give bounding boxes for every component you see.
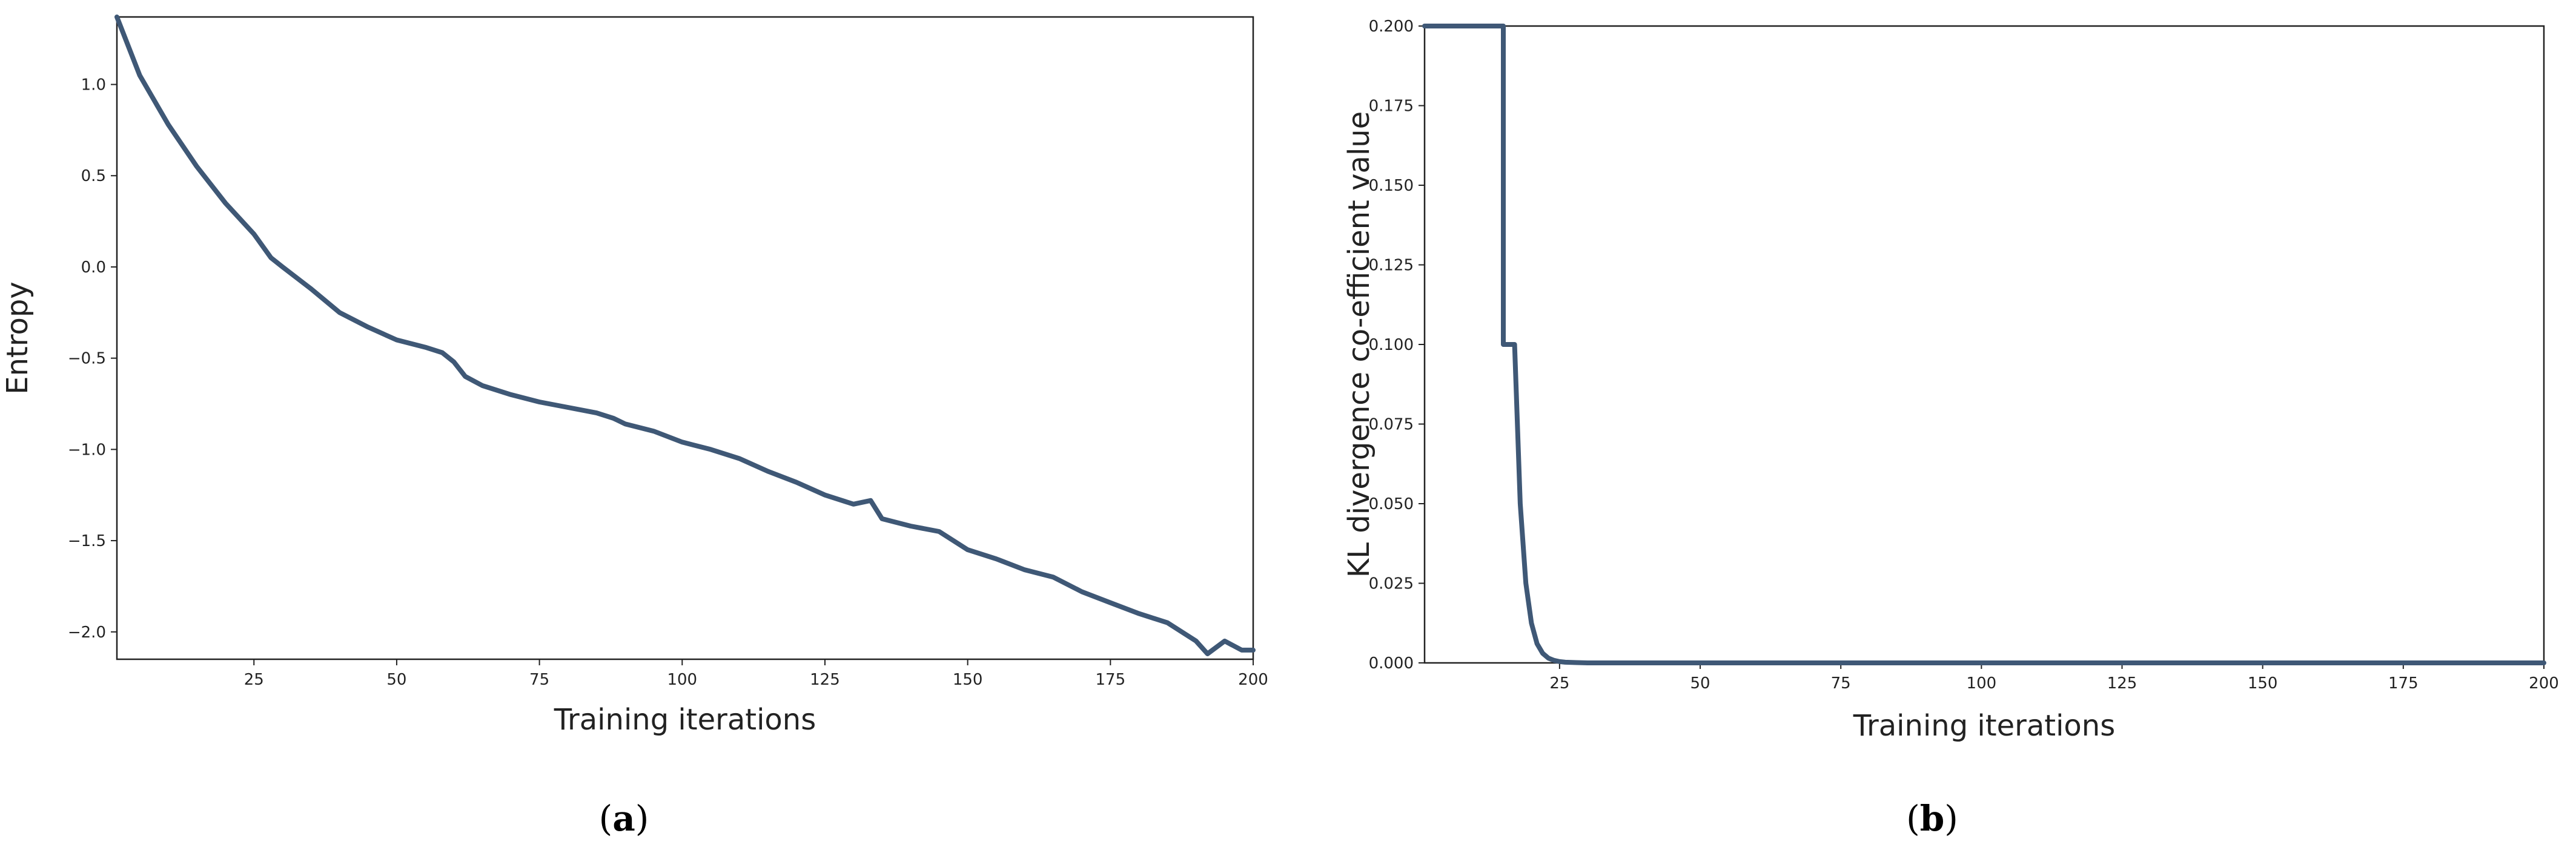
chart-a-caption-close: ): [635, 798, 649, 839]
chart-b-y-tick-label: 0.175: [1369, 97, 1414, 116]
chart-a-x-tick-label: 125: [810, 671, 840, 689]
chart-a-caption-open: (: [599, 798, 613, 839]
chart-a-x-tick-label: 175: [1096, 671, 1126, 689]
chart-a-x-tick-label: 150: [953, 671, 983, 689]
chart-b-y-tick-label: 0.100: [1369, 336, 1414, 354]
chart-b-y-tick-label: 0.000: [1369, 654, 1414, 673]
chart-a-y-tick-label: 1.0: [81, 76, 106, 94]
chart-b-y-axis-label: KL divergence co-efficient value: [1342, 111, 1376, 578]
chart-b-x-tick-label: 125: [2107, 674, 2137, 693]
chart-a-caption: (a): [599, 798, 649, 839]
chart-b-plot-frame: [1423, 25, 2545, 664]
chart-a-x-axis-label: Training iterations: [554, 703, 816, 737]
chart-a-x-tick-label: 100: [667, 671, 697, 689]
chart-b-y-tick-label: 0.125: [1369, 257, 1414, 275]
chart-b-series-line: [1422, 24, 2546, 665]
chart-b-x-tick-label: 150: [2248, 674, 2278, 693]
chart-b-x-tick-label: 100: [1967, 674, 1997, 693]
chart-a-caption-letter: a: [612, 798, 635, 839]
chart-a-y-tick-label: 0.0: [81, 258, 106, 277]
chart-a-plot-frame: [116, 16, 1254, 660]
chart-b-x-tick-label: 200: [2529, 674, 2559, 693]
chart-a: 25 50 75 100 125 150 175 200 1.0 0.5 0.0 −0.5 −1.0 −1…: [1, 15, 1268, 839]
chart-b-y-tick-label: 0.050: [1369, 495, 1414, 513]
chart-b-y-tick-label: 0.075: [1369, 416, 1414, 434]
chart-b-y-tick-label: 0.025: [1369, 575, 1414, 593]
chart-b-x-tick-label: 50: [1690, 674, 1710, 693]
chart-b-x-tick-label: 175: [2388, 674, 2419, 693]
chart-a-y-tick-label: −0.5: [68, 350, 106, 368]
chart-b-caption-close: ): [1944, 798, 1958, 839]
chart-b-caption-open: (: [1906, 798, 1920, 839]
chart-a-x-tick-label: 200: [1238, 671, 1268, 689]
chart-a-y-tick-label: 0.5: [81, 167, 106, 185]
chart-a-x-tick-label: 50: [386, 671, 406, 689]
chart-b-caption: (b): [1906, 798, 1958, 839]
chart-b-x-tick-label: 75: [1831, 674, 1851, 693]
chart-b-x-tick-label: 25: [1549, 674, 1569, 693]
chart-a-series-line: [114, 15, 1256, 656]
chart-b-y-tick-label: 0.150: [1369, 177, 1414, 195]
chart-b: 25 50 75 100 125 150 175 200 0.200 0.175 0.150 0.12…: [1342, 18, 2559, 839]
chart-a-x-tick-label: 75: [529, 671, 549, 689]
chart-a-x-tick-label: 25: [244, 671, 264, 689]
chart-b-caption-letter: b: [1920, 798, 1945, 839]
chart-a-y-tick-label: −1.0: [68, 441, 106, 459]
chart-a-y-axis-label: Entropy: [1, 281, 35, 395]
chart-a-y-tick-label: −1.5: [68, 532, 106, 550]
chart-a-y-tick-label: −2.0: [68, 624, 106, 642]
chart-b-x-axis-label: Training iterations: [1853, 709, 2115, 743]
chart-b-y-tick-label: 0.200: [1369, 18, 1414, 36]
